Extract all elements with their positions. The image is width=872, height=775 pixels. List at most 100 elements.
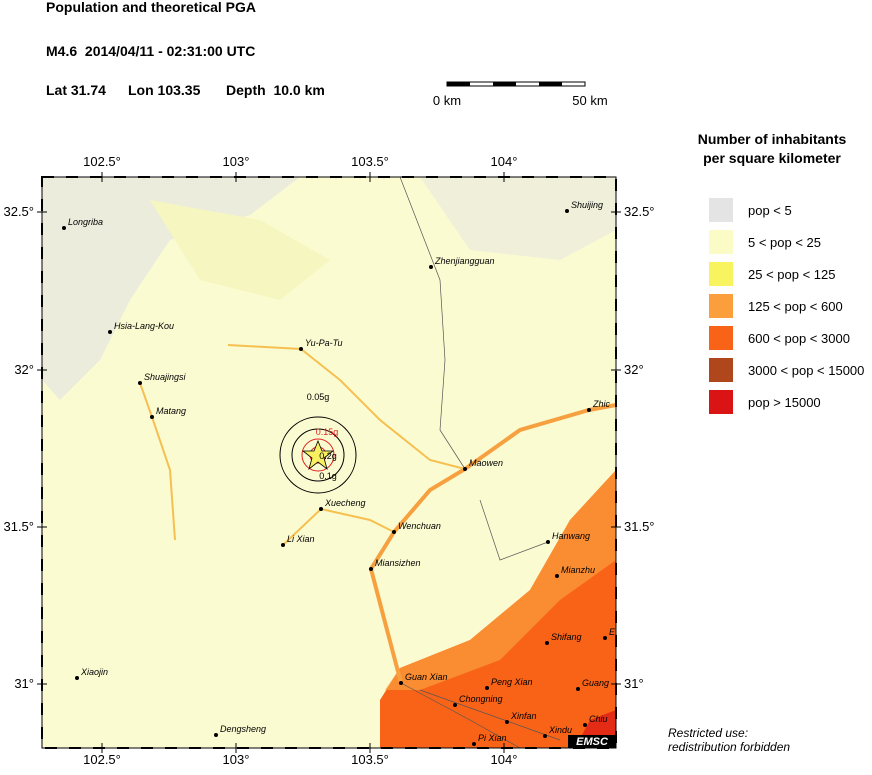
city-dot — [463, 467, 467, 471]
city-label: Miansizhen — [375, 558, 421, 568]
scale-end: 50 km — [572, 93, 607, 108]
lon: Lon 103.35 — [128, 82, 201, 98]
badge-bg — [568, 735, 616, 748]
city-dot — [281, 543, 285, 547]
city-label: Chiu — [589, 714, 608, 724]
lon-label: 104° — [491, 752, 518, 767]
city-label: Hanwang — [552, 531, 590, 541]
city-label: Shuijing — [571, 200, 603, 210]
depth: Depth 10.0 km — [226, 82, 325, 98]
badge: EMSC — [576, 736, 609, 748]
city-dot — [369, 567, 373, 571]
city-label: Maowen — [469, 458, 503, 468]
city-label: E — [609, 627, 616, 637]
city-label: Mianzhu — [561, 565, 595, 575]
note: Restricted use: — [668, 726, 748, 740]
lat-label: 32.5° — [3, 204, 34, 219]
event: M4.6 2014/04/11 - 02:31:00 UTC — [46, 43, 255, 59]
map — [41, 176, 617, 749]
city-label: Longriba — [68, 217, 103, 227]
pga-label: 0.2g — [319, 451, 337, 461]
city-label: Chongning — [459, 694, 503, 704]
lat-label: 32° — [14, 362, 34, 377]
city-dot — [603, 636, 607, 640]
city-label: Xinfan — [510, 711, 537, 721]
lon-label: 102.5° — [83, 752, 121, 767]
note: redistribution forbidden — [668, 740, 790, 754]
lon-label: 104° — [491, 154, 518, 169]
lon-label: 103.5° — [351, 752, 389, 767]
city-label: Pi Xian — [478, 733, 507, 743]
city-label: Hsia-Lang-Kou — [114, 321, 174, 331]
city-label: Wenchuan — [398, 521, 441, 531]
city-dot — [150, 415, 154, 419]
city-dot — [583, 723, 587, 727]
legend-swatch — [709, 230, 733, 254]
pga-circles — [279, 416, 357, 494]
city-dot — [214, 733, 218, 737]
city-label: Shifang — [551, 632, 582, 642]
city-label: Xuecheng — [324, 498, 366, 508]
city-label: Shuajingsi — [144, 372, 187, 382]
city-label: Zhic — [592, 399, 611, 409]
lon-label: 103.5° — [351, 154, 389, 169]
city-label: Guang — [582, 678, 609, 688]
city-dot — [587, 408, 591, 412]
legend-swatch — [709, 390, 733, 414]
lat-label: 31° — [624, 676, 644, 691]
legend-label: pop < 5 — [748, 203, 792, 218]
city-label: Dengsheng — [220, 724, 266, 734]
city-dot — [543, 734, 547, 738]
scale-start: 0 km — [433, 93, 461, 108]
city-label: Yu-Pa-Tu — [305, 338, 343, 348]
legend-label: 125 < pop < 600 — [748, 299, 843, 314]
city-dot — [545, 641, 549, 645]
city-dot — [299, 347, 303, 351]
legend-title: Number of inhabitants — [698, 131, 847, 147]
legend-label: 25 < pop < 125 — [748, 267, 835, 282]
legend-swatch — [709, 262, 733, 286]
scale-bar — [446, 81, 586, 87]
lon-label: 102.5° — [83, 154, 121, 169]
city-label: Guan Xian — [405, 672, 448, 682]
city-dot — [472, 742, 476, 746]
city-label: Peng Xian — [491, 677, 533, 687]
legend-label: 3000 < pop < 15000 — [748, 363, 864, 378]
city-dot — [429, 265, 433, 269]
city-dot — [565, 209, 569, 213]
city-label: Li Xian — [287, 534, 315, 544]
lat-label: 31.5° — [624, 519, 655, 534]
lat: Lat 31.74 — [46, 82, 106, 98]
legend-swatch — [709, 326, 733, 350]
city-dot — [485, 686, 489, 690]
legend-title: per square kilometer — [703, 150, 841, 166]
city-dot — [505, 720, 509, 724]
city-dot — [62, 226, 66, 230]
city-dot — [392, 530, 396, 534]
city-label: Zhenjiangguan — [434, 256, 495, 266]
pga-label: 0.05g — [307, 392, 330, 402]
title: Population and theoretical PGA — [46, 0, 256, 15]
pga-label: 0.1g — [319, 471, 337, 481]
city-dot — [108, 330, 112, 334]
pga-label: 0.15g — [316, 427, 339, 437]
city-dot — [555, 574, 559, 578]
city-dot — [319, 507, 323, 511]
city-label: Xindu — [548, 725, 572, 735]
city-dot — [453, 703, 457, 707]
legend-label: 600 < pop < 3000 — [748, 331, 850, 346]
legend-swatch — [709, 358, 733, 382]
lat-label: 31.5° — [3, 519, 34, 534]
lat-label: 31° — [14, 676, 34, 691]
lon-label: 103° — [223, 154, 250, 169]
city-dot — [138, 381, 142, 385]
city-dot — [399, 681, 403, 685]
city-dot — [75, 676, 79, 680]
lat-label: 32° — [624, 362, 644, 377]
city-dot — [576, 687, 580, 691]
city-label: Matang — [156, 406, 186, 416]
legend-swatch — [709, 294, 733, 318]
legend-label: 5 < pop < 25 — [748, 235, 821, 250]
lon-label: 103° — [223, 752, 250, 767]
